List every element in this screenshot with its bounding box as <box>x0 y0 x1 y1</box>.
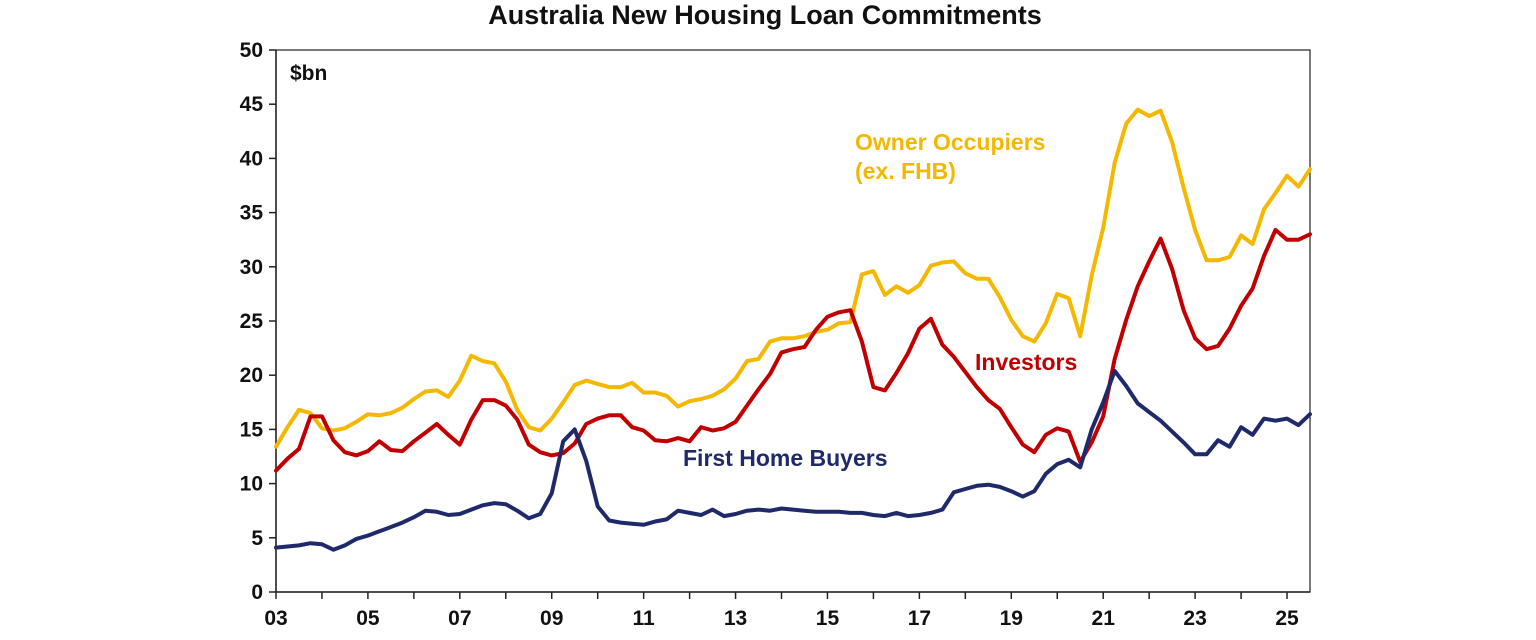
y-tick-label: 25 <box>240 310 264 333</box>
x-tick-label: 23 <box>1183 607 1206 630</box>
series-label-investors: Investors <box>975 349 1077 375</box>
series-line-owner-occupiers <box>274 107 1312 449</box>
y-tick-label: 35 <box>240 202 264 225</box>
x-tick-label: 11 <box>633 607 656 630</box>
x-tick-label: 09 <box>540 607 563 630</box>
x-tick-label: 07 <box>448 607 471 630</box>
series-layer <box>274 107 1312 552</box>
y-tick-label: 5 <box>251 527 263 550</box>
y-tick-label: 40 <box>240 147 263 170</box>
y-tick-label: 10 <box>240 473 263 496</box>
y-tick-label: 50 <box>240 39 263 62</box>
x-tick-label: 17 <box>908 607 931 630</box>
series-line-first-home-buyers <box>274 368 1312 552</box>
series-label-owner-occupiers: (ex. FHB) <box>855 158 956 184</box>
series-label-owner-occupiers: Owner Occupiers <box>855 129 1045 155</box>
y-tick-label: 20 <box>240 364 263 387</box>
y-tick-label: 15 <box>240 418 264 441</box>
series-label-first-home-buyers: First Home Buyers <box>683 445 888 471</box>
x-tick-label: 19 <box>1000 607 1023 630</box>
series-line-investors <box>274 227 1312 473</box>
series-labels-layer: Owner Occupiers (ex. FHB) Investors First H… <box>683 129 1077 471</box>
y-tick-label: 45 <box>240 93 264 116</box>
unit-label: $bn <box>290 62 327 85</box>
x-tick-label: 15 <box>816 607 840 630</box>
x-tick-label: 13 <box>724 607 747 630</box>
x-tick-label: 05 <box>356 607 380 630</box>
x-tick-label: 21 <box>1092 607 1116 630</box>
y-tick-label: 0 <box>251 581 263 604</box>
x-tick-label: 25 <box>1275 607 1299 630</box>
x-tick-label: 03 <box>264 607 287 630</box>
chart-title: Australia New Housing Loan Commitments <box>488 0 1042 30</box>
y-tick-label: 30 <box>240 256 263 279</box>
